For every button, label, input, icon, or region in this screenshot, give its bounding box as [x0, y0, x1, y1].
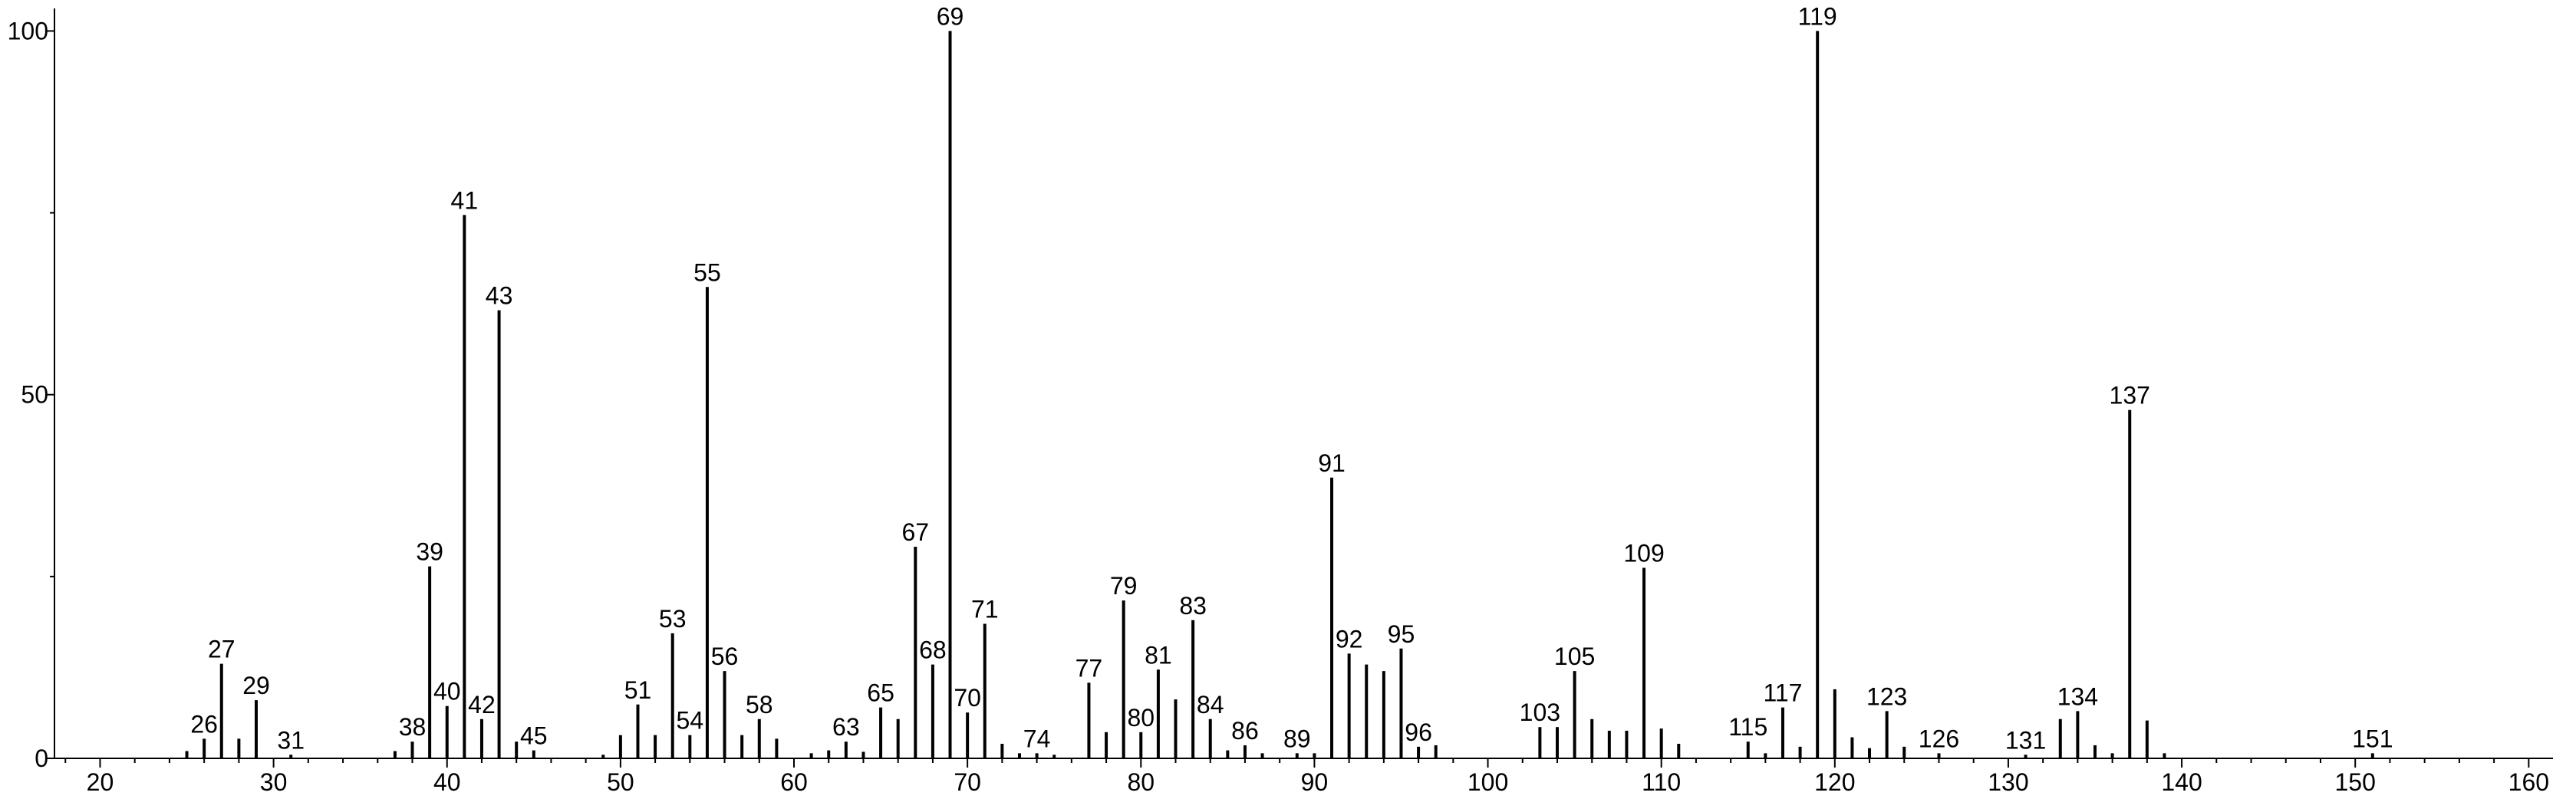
peak-label: 63 [832, 713, 860, 741]
peak-label: 40 [433, 678, 461, 705]
x-tick-label: 30 [260, 768, 288, 796]
x-tick-label: 120 [1814, 768, 1855, 796]
peak-label: 103 [1520, 699, 1560, 726]
peak-label: 105 [1554, 643, 1595, 670]
peak-label: 65 [867, 679, 894, 707]
peak-label: 43 [486, 282, 513, 310]
peak-label: 29 [242, 672, 270, 699]
peak-label: 58 [746, 691, 773, 718]
peak-label: 89 [1283, 725, 1311, 752]
peak-label: 39 [416, 538, 443, 566]
x-tick-label: 40 [433, 768, 461, 796]
peak-label: 80 [1127, 704, 1155, 732]
peak-label: 31 [277, 726, 305, 754]
peak-label: 109 [1623, 539, 1664, 567]
x-tick-label: 110 [1642, 768, 1681, 796]
x-tick-label: 50 [607, 768, 634, 796]
peak-label: 38 [399, 713, 427, 741]
peak-label: 69 [937, 2, 964, 30]
x-tick-label: 150 [2335, 768, 2376, 796]
peak-label: 126 [1919, 725, 1959, 752]
y-tick-label: 0 [35, 745, 48, 772]
x-tick-label: 160 [2508, 768, 2549, 796]
peak-label: 119 [1798, 2, 1837, 30]
peak-label: 51 [624, 676, 652, 704]
x-tick-label: 80 [1127, 768, 1155, 796]
x-tick-label: 60 [780, 768, 808, 796]
peak-label: 55 [693, 258, 721, 286]
peak-label: 68 [919, 636, 947, 664]
peak-label: 45 [520, 722, 548, 750]
peak-label: 137 [2110, 382, 2150, 409]
x-tick-label: 20 [87, 768, 114, 796]
y-tick-label: 100 [8, 17, 48, 44]
peak-label: 70 [954, 684, 981, 712]
peak-label: 134 [2057, 682, 2098, 710]
peak-label: 27 [208, 636, 236, 663]
peak-label: 96 [1405, 718, 1432, 746]
peak-label: 53 [659, 605, 687, 633]
x-tick-label: 90 [1301, 768, 1329, 796]
x-tick-label: 100 [1468, 768, 1508, 796]
peak-label: 84 [1197, 691, 1224, 718]
peak-label: 41 [451, 186, 479, 214]
peak-label: 56 [711, 643, 739, 670]
x-tick-label: 70 [954, 768, 981, 796]
peak-label: 91 [1318, 449, 1346, 477]
x-tick-label: 130 [1988, 768, 2028, 796]
peak-label: 42 [468, 691, 496, 718]
peak-label: 95 [1388, 620, 1415, 648]
peak-label: 83 [1179, 592, 1207, 620]
peak-label: 117 [1763, 679, 1802, 707]
peak-label: 81 [1145, 641, 1172, 669]
peak-label: 92 [1336, 625, 1363, 653]
peak-label: 131 [2005, 726, 2046, 754]
peak-label: 74 [1023, 725, 1051, 752]
peak-label: 123 [1866, 682, 1907, 710]
peak-label: 71 [971, 596, 999, 623]
peak-label: 77 [1076, 654, 1103, 682]
peak-label: 67 [902, 518, 930, 546]
peak-label: 115 [1728, 713, 1767, 741]
peak-label: 86 [1231, 717, 1259, 745]
peak-label: 79 [1110, 572, 1138, 600]
peak-label: 26 [190, 710, 218, 738]
x-tick-label: 140 [2161, 768, 2202, 796]
peak-label: 54 [677, 707, 704, 735]
y-tick-label: 50 [21, 381, 48, 409]
peak-label: 151 [2352, 725, 2393, 752]
